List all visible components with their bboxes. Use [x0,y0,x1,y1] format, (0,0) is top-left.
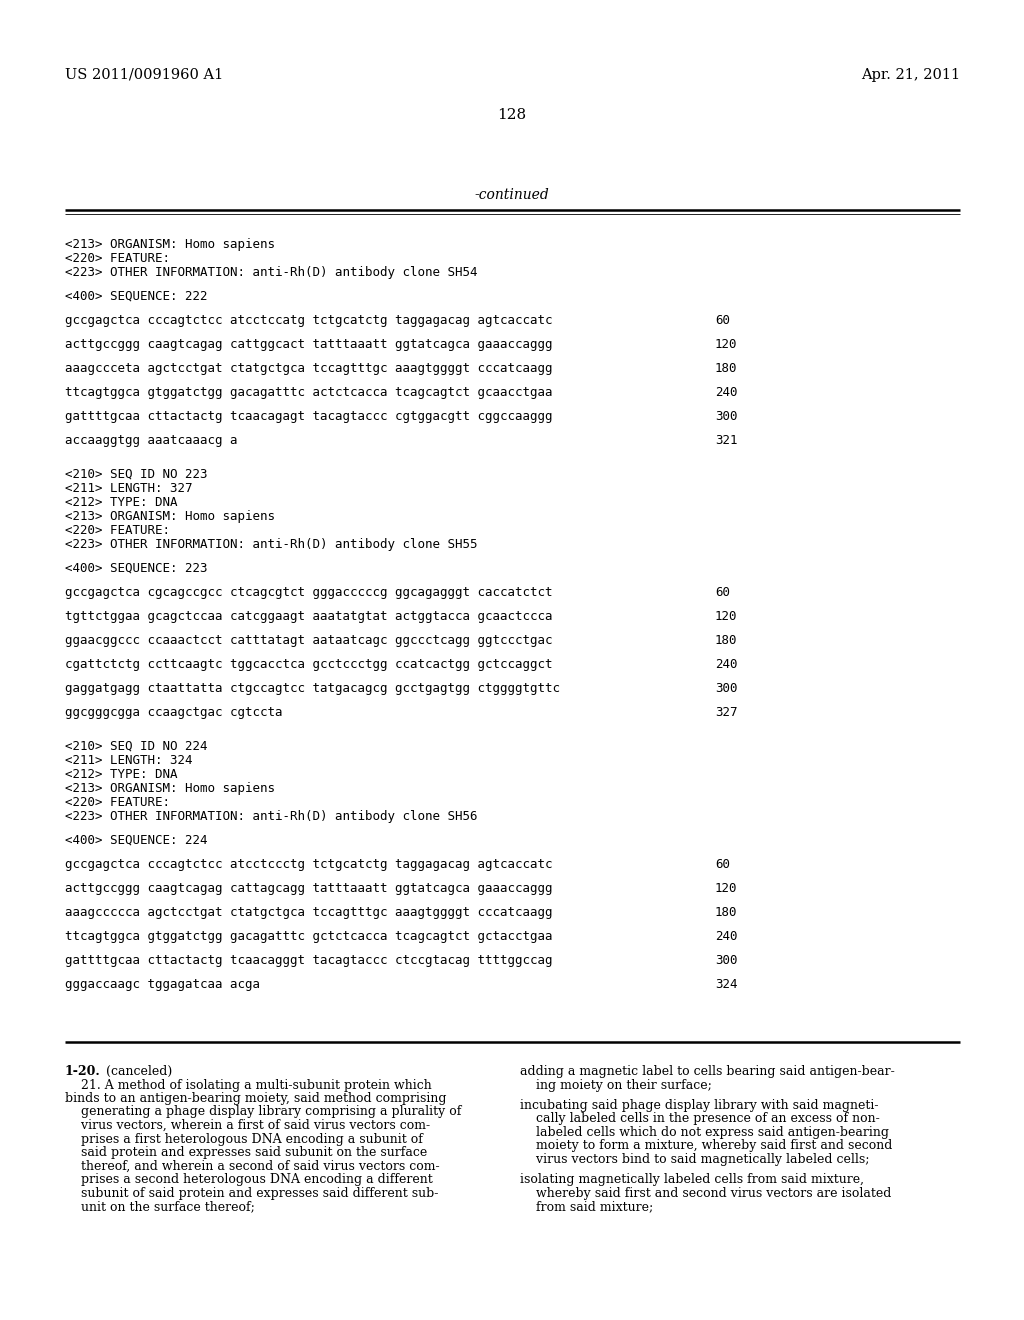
Text: -continued: -continued [475,187,549,202]
Text: labeled cells which do not express said antigen-bearing: labeled cells which do not express said … [520,1126,889,1139]
Text: 240: 240 [715,657,737,671]
Text: 300: 300 [715,682,737,696]
Text: gattttgcaa cttactactg tcaacagggt tacagtaccc ctccgtacag ttttggccag: gattttgcaa cttactactg tcaacagggt tacagta… [65,954,553,968]
Text: ttcagtggca gtggatctgg gacagatttc actctcacca tcagcagtct gcaacctgaa: ttcagtggca gtggatctgg gacagatttc actctca… [65,385,553,399]
Text: accaaggtgg aaatcaaacg a: accaaggtgg aaatcaaacg a [65,434,238,447]
Text: gccgagctca cgcagccgcc ctcagcgtct gggacccccg ggcagagggt caccatctct: gccgagctca cgcagccgcc ctcagcgtct gggaccc… [65,586,553,599]
Text: from said mixture;: from said mixture; [520,1200,653,1213]
Text: <223> OTHER INFORMATION: anti-Rh(D) antibody clone SH54: <223> OTHER INFORMATION: anti-Rh(D) anti… [65,267,477,279]
Text: 60: 60 [715,314,730,327]
Text: <213> ORGANISM: Homo sapiens: <213> ORGANISM: Homo sapiens [65,781,275,795]
Text: acttgccggg caagtcagag cattagcagg tatttaaatt ggtatcagca gaaaccaggg: acttgccggg caagtcagag cattagcagg tatttaa… [65,882,553,895]
Text: isolating magnetically labeled cells from said mixture,: isolating magnetically labeled cells fro… [520,1173,864,1185]
Text: cgattctctg ccttcaagtc tggcacctca gcctccctgg ccatcactgg gctccaggct: cgattctctg ccttcaagtc tggcacctca gcctccc… [65,657,553,671]
Text: <211> LENGTH: 324: <211> LENGTH: 324 [65,754,193,767]
Text: <400> SEQUENCE: 223: <400> SEQUENCE: 223 [65,562,208,576]
Text: 120: 120 [715,610,737,623]
Text: Apr. 21, 2011: Apr. 21, 2011 [861,69,961,82]
Text: thereof, and wherein a second of said virus vectors com-: thereof, and wherein a second of said vi… [65,1159,439,1172]
Text: whereby said first and second virus vectors are isolated: whereby said first and second virus vect… [520,1187,891,1200]
Text: 240: 240 [715,931,737,942]
Text: gattttgcaa cttactactg tcaacagagt tacagtaccc cgtggacgtt cggccaaggg: gattttgcaa cttactactg tcaacagagt tacagta… [65,411,553,422]
Text: adding a magnetic label to cells bearing said antigen-bear-: adding a magnetic label to cells bearing… [520,1065,895,1078]
Text: ing moiety on their surface;: ing moiety on their surface; [520,1078,712,1092]
Text: virus vectors bind to said magnetically labeled cells;: virus vectors bind to said magnetically … [520,1152,869,1166]
Text: gaggatgagg ctaattatta ctgccagtcc tatgacagcg gcctgagtgg ctggggtgttc: gaggatgagg ctaattatta ctgccagtcc tatgaca… [65,682,560,696]
Text: <400> SEQUENCE: 222: <400> SEQUENCE: 222 [65,290,208,304]
Text: gggaccaagc tggagatcaa acga: gggaccaagc tggagatcaa acga [65,978,260,991]
Text: said protein and expresses said subunit on the surface: said protein and expresses said subunit … [65,1146,427,1159]
Text: 1-20.: 1-20. [65,1065,100,1078]
Text: 300: 300 [715,411,737,422]
Text: prises a first heterologous DNA encoding a subunit of: prises a first heterologous DNA encoding… [65,1133,423,1146]
Text: virus vectors, wherein a first of said virus vectors com-: virus vectors, wherein a first of said v… [65,1119,430,1133]
Text: 60: 60 [715,858,730,871]
Text: ggaacggccc ccaaactcct catttatagt aataatcagc ggccctcagg ggtccctgac: ggaacggccc ccaaactcct catttatagt aataatc… [65,634,553,647]
Text: tgttctggaa gcagctccaa catcggaagt aaatatgtat actggtacca gcaactccca: tgttctggaa gcagctccaa catcggaagt aaatatg… [65,610,553,623]
Text: gccgagctca cccagtctcc atcctccctg tctgcatctg taggagacag agtcaccatc: gccgagctca cccagtctcc atcctccctg tctgcat… [65,858,553,871]
Text: binds to an antigen-bearing moiety, said method comprising: binds to an antigen-bearing moiety, said… [65,1092,446,1105]
Text: <210> SEQ ID NO 223: <210> SEQ ID NO 223 [65,469,208,480]
Text: 120: 120 [715,882,737,895]
Text: <220> FEATURE:: <220> FEATURE: [65,252,170,265]
Text: 300: 300 [715,954,737,968]
Text: 180: 180 [715,362,737,375]
Text: generating a phage display library comprising a plurality of: generating a phage display library compr… [65,1106,462,1118]
Text: <210> SEQ ID NO 224: <210> SEQ ID NO 224 [65,741,208,752]
Text: moiety to form a mixture, whereby said first and second: moiety to form a mixture, whereby said f… [520,1139,892,1152]
Text: <220> FEATURE:: <220> FEATURE: [65,796,170,809]
Text: (canceled): (canceled) [102,1065,172,1078]
Text: 324: 324 [715,978,737,991]
Text: <213> ORGANISM: Homo sapiens: <213> ORGANISM: Homo sapiens [65,238,275,251]
Text: <212> TYPE: DNA: <212> TYPE: DNA [65,496,177,510]
Text: cally labeled cells in the presence of an excess of non-: cally labeled cells in the presence of a… [520,1113,880,1125]
Text: unit on the surface thereof;: unit on the surface thereof; [65,1200,255,1213]
Text: aaagccceta agctcctgat ctatgctgca tccagtttgc aaagtggggt cccatcaagg: aaagccceta agctcctgat ctatgctgca tccagtt… [65,362,553,375]
Text: <223> OTHER INFORMATION: anti-Rh(D) antibody clone SH55: <223> OTHER INFORMATION: anti-Rh(D) anti… [65,539,477,550]
Text: 180: 180 [715,906,737,919]
Text: <223> OTHER INFORMATION: anti-Rh(D) antibody clone SH56: <223> OTHER INFORMATION: anti-Rh(D) anti… [65,810,477,822]
Text: ttcagtggca gtggatctgg gacagatttc gctctcacca tcagcagtct gctacctgaa: ttcagtggca gtggatctgg gacagatttc gctctca… [65,931,553,942]
Text: 128: 128 [498,108,526,121]
Text: <400> SEQUENCE: 224: <400> SEQUENCE: 224 [65,834,208,847]
Text: <212> TYPE: DNA: <212> TYPE: DNA [65,768,177,781]
Text: 180: 180 [715,634,737,647]
Text: aaagccccca agctcctgat ctatgctgca tccagtttgc aaagtggggt cccatcaagg: aaagccccca agctcctgat ctatgctgca tccagtt… [65,906,553,919]
Text: prises a second heterologous DNA encoding a different: prises a second heterologous DNA encodin… [65,1173,433,1185]
Text: <211> LENGTH: 327: <211> LENGTH: 327 [65,482,193,495]
Text: 321: 321 [715,434,737,447]
Text: ggcgggcgga ccaagctgac cgtccta: ggcgggcgga ccaagctgac cgtccta [65,706,283,719]
Text: 21. A method of isolating a multi-subunit protein which: 21. A method of isolating a multi-subuni… [65,1078,432,1092]
Text: <220> FEATURE:: <220> FEATURE: [65,524,170,537]
Text: US 2011/0091960 A1: US 2011/0091960 A1 [65,69,223,82]
Text: 120: 120 [715,338,737,351]
Text: gccgagctca cccagtctcc atcctccatg tctgcatctg taggagacag agtcaccatc: gccgagctca cccagtctcc atcctccatg tctgcat… [65,314,553,327]
Text: subunit of said protein and expresses said different sub-: subunit of said protein and expresses sa… [65,1187,438,1200]
Text: incubating said phage display library with said magneti-: incubating said phage display library wi… [520,1098,879,1111]
Text: acttgccggg caagtcagag cattggcact tatttaaatt ggtatcagca gaaaccaggg: acttgccggg caagtcagag cattggcact tatttaa… [65,338,553,351]
Text: 240: 240 [715,385,737,399]
Text: 327: 327 [715,706,737,719]
Text: <213> ORGANISM: Homo sapiens: <213> ORGANISM: Homo sapiens [65,510,275,523]
Text: 60: 60 [715,586,730,599]
